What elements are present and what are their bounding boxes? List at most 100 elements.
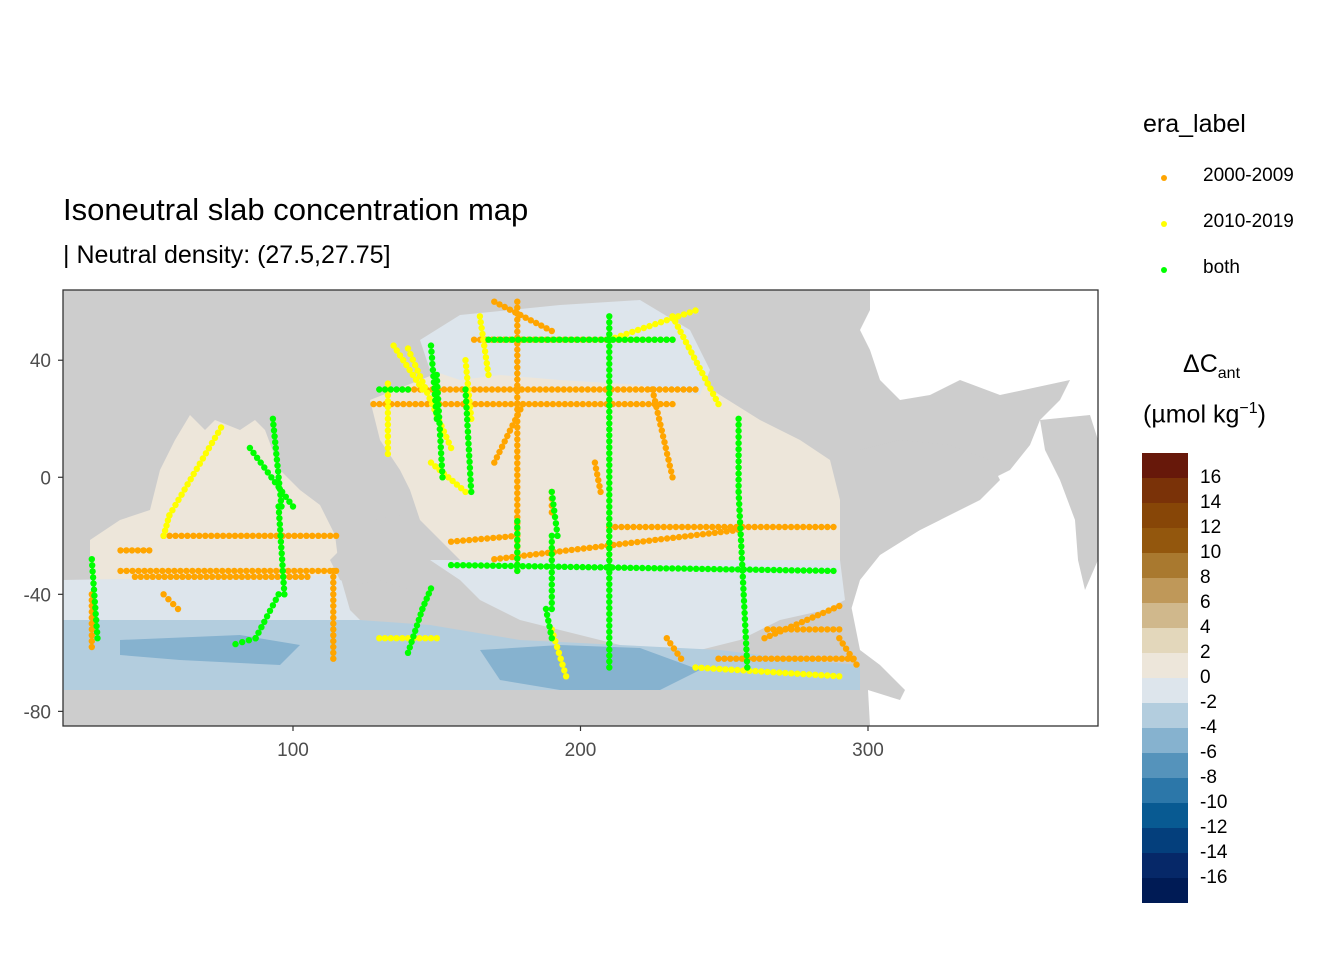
data-point [464,374,471,381]
land-africa [1040,415,1098,590]
data-point [654,523,661,531]
data-point [554,532,561,539]
data-point [514,460,521,467]
data-point [291,532,298,539]
data-point [809,655,816,662]
data-point [412,627,419,635]
data-point [214,429,222,436]
data-point [548,593,555,600]
data-point [736,506,743,514]
data-point [181,486,188,493]
data-point [237,567,244,575]
data-point [268,474,275,481]
data-point [270,427,278,434]
data-point [267,532,274,539]
data-point [758,566,765,573]
data-point [640,538,647,545]
data-point [453,562,461,569]
data-point [88,620,96,627]
data-point [514,448,521,455]
data-point [384,421,392,428]
data-point [384,392,392,399]
data-point [680,311,688,318]
data-point [263,613,271,620]
data-point [812,671,819,678]
data-point [330,591,337,598]
data-point [606,348,613,356]
data-point [514,507,521,515]
colorbar-title-superscript: −1 [1239,400,1258,417]
data-point [545,617,552,624]
data-point [776,566,783,574]
colorbar-swatch [1142,753,1188,778]
data-point [751,523,758,531]
data-point [738,655,746,662]
data-point [274,462,281,469]
data-point [592,543,599,551]
data-point [416,373,424,380]
data-point [512,416,519,424]
data-point [794,567,801,574]
data-point [503,336,510,343]
data-point [785,655,793,662]
data-point [606,604,613,612]
data-point [741,603,748,611]
data-point [657,565,664,572]
data-point [514,298,521,305]
data-point [793,523,801,531]
data-point [415,616,422,624]
data-point [574,336,581,343]
data-point [579,400,586,408]
data-point [370,400,377,408]
data-point [494,386,502,393]
data-point [663,565,670,572]
data-point [384,433,392,440]
data-point [483,562,491,569]
data-point [525,400,533,408]
data-point [597,488,604,496]
data-point [498,443,506,450]
data-point [846,650,853,658]
data-point [598,543,605,550]
data-point [166,512,173,519]
data-point [660,523,667,531]
colorbar-swatch [1142,603,1188,628]
data-point [532,336,540,343]
data-point [261,464,268,471]
data-point [88,556,96,563]
data-point [566,386,573,393]
data-point [657,536,665,543]
data-point [185,573,192,580]
data-point [272,444,279,452]
data-point [548,587,555,594]
data-point [538,336,546,343]
data-point [515,336,522,343]
data-point [735,446,742,453]
data-point [403,361,410,369]
data-point [638,386,645,393]
colorbar-title-symbol: ΔC [1183,350,1218,378]
data-point [557,655,564,662]
data-point [598,336,605,343]
data-point [669,534,677,541]
data-point [633,400,640,408]
data-point [670,645,678,652]
data-point [756,655,763,662]
data-point [484,365,491,373]
data-point [476,386,484,393]
data-point [466,536,473,544]
data-point [506,386,514,393]
data-point [825,607,832,614]
colorbar-label: 16 [1200,467,1222,488]
data-point [445,439,452,446]
data-point [692,307,699,314]
data-point [508,553,516,561]
data-point [698,565,706,573]
data-point [543,563,550,570]
data-point [267,567,274,575]
y-tick-label: 40 [30,351,51,372]
data-point [416,635,423,642]
data-point [621,564,628,571]
data-point [812,523,819,531]
